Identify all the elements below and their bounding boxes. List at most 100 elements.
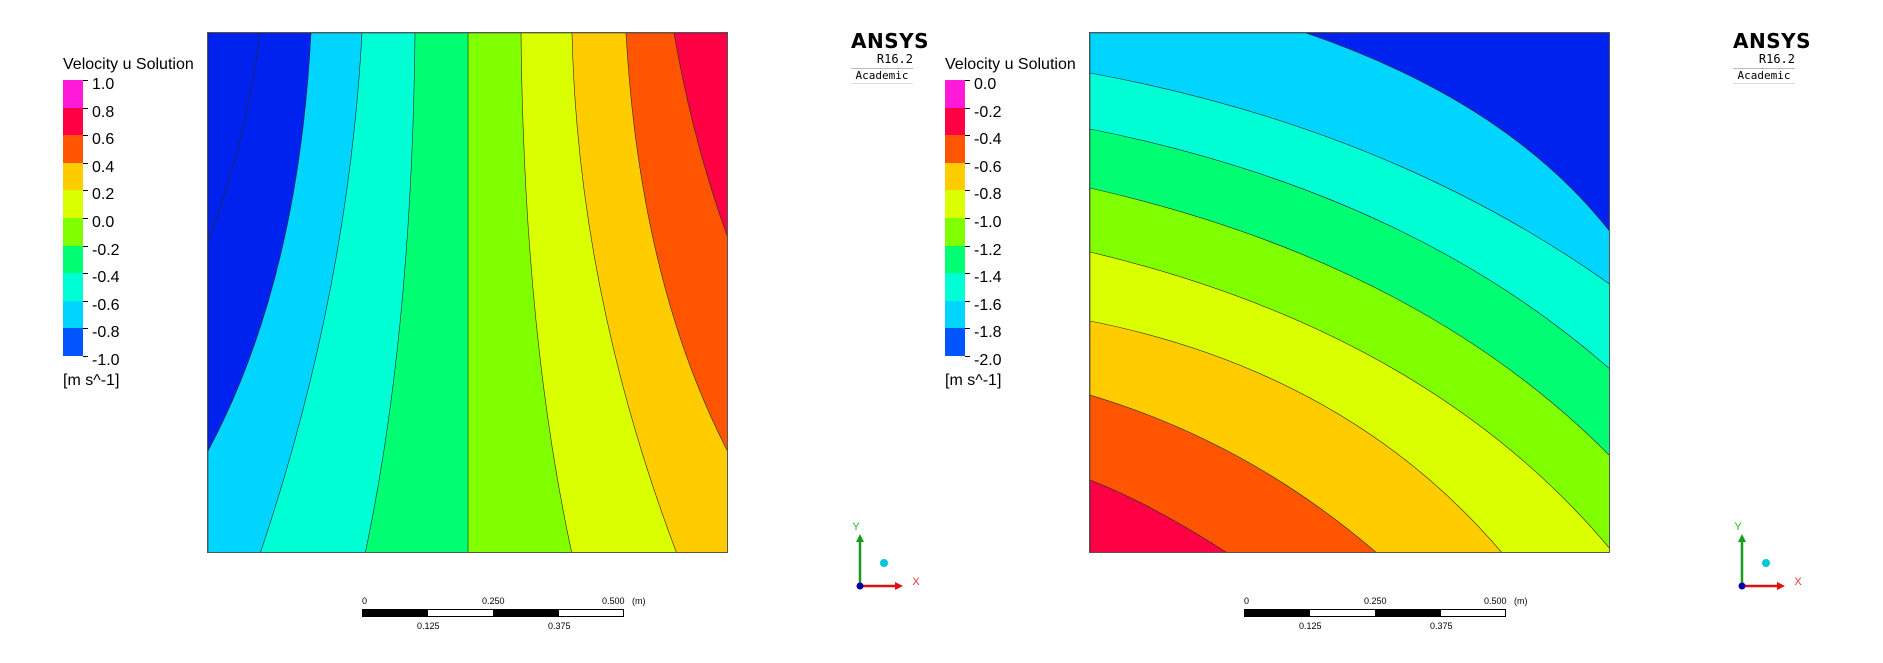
legend-tick-mark [965, 356, 970, 357]
legend-tick-mark [83, 190, 88, 192]
legend-swatch [63, 135, 83, 163]
axis-origin [856, 582, 864, 590]
legend-tick-label: 1.0 [92, 76, 115, 93]
scale-bar-graphic [362, 609, 624, 617]
legend-swatch [63, 190, 83, 218]
legend-tick-label: -1.6 [974, 296, 1002, 314]
legend-tick-label: -1.0 [92, 352, 120, 369]
scale-label: 0.125 [417, 621, 440, 631]
logo-version: R16.2 [1758, 52, 1795, 66]
axis-y-label: Y [852, 521, 860, 533]
legend-swatch [945, 328, 965, 356]
legend-swatch [63, 217, 83, 246]
contour-band [208, 33, 261, 242]
view-direction-marker [880, 559, 888, 567]
axis-triad[interactable]: Y X [1732, 520, 1812, 590]
legend-swatch [63, 162, 83, 191]
scale-bar: 0 0.250 0.500 (m) 0.125 0.375 [1244, 596, 1544, 656]
legend-tick-label: 0.0 [92, 214, 115, 231]
scale-unit: (m) [1514, 596, 1528, 606]
legend-swatch [945, 245, 965, 274]
legend-swatch [945, 190, 965, 218]
legend-tick-mark [83, 245, 88, 247]
legend-units: [m s^-1] [63, 372, 120, 389]
scale-label: 0.500 [602, 596, 625, 606]
scale-label: 0 [1244, 596, 1250, 606]
legend-tick-label: 0.4 [92, 158, 115, 176]
axis-y-arrow [1738, 534, 1746, 542]
left-panel: Velocity u Solution 1.0 0.8 0.6 0.4 0.2 … [0, 0, 941, 663]
legend-tick-label: -0.2 [974, 103, 1002, 121]
legend-tick-mark [965, 273, 970, 275]
legend-swatch [945, 107, 965, 136]
scale-unit: (m) [632, 596, 646, 606]
legend-title: Velocity u Solution [63, 56, 194, 73]
legend-tick-label: -0.6 [974, 158, 1002, 176]
legend-tick-mark [83, 300, 88, 302]
ansys-logo: ANSYS R16.2 Academic [1733, 30, 1811, 84]
legend-tick-mark [83, 107, 88, 109]
contour-plot[interactable] [1089, 32, 1610, 553]
legend-tick-label: 0.6 [92, 131, 115, 149]
view-direction-marker [1762, 559, 1770, 567]
scale-bar-graphic [1244, 609, 1506, 617]
legend-swatch [63, 107, 83, 136]
scale-label: 0.250 [1364, 596, 1387, 606]
scale-label: 0.500 [1484, 596, 1507, 606]
legend-tick-mark [965, 190, 970, 192]
contour-plot-svg [208, 33, 727, 552]
contour-band [1305, 33, 1609, 231]
legend-colorbar [945, 80, 965, 356]
logo-edition: Academic [851, 68, 913, 84]
legend-tick-label: -0.4 [92, 269, 120, 287]
legend-tick-mark [83, 218, 88, 219]
legend-tick-label: -1.4 [974, 269, 1002, 287]
legend-tick-mark [965, 135, 970, 137]
scale-label: 0.250 [482, 596, 505, 606]
legend-tick-label: -0.8 [974, 186, 1002, 204]
contour-plot[interactable] [207, 32, 728, 553]
logo-name: ANSYS [851, 29, 930, 53]
legend-swatch [945, 162, 965, 191]
axis-triad[interactable]: Y X [850, 520, 930, 590]
scale-bar: 0 0.250 0.500 (m) 0.125 0.375 [362, 596, 662, 656]
legend-tick-mark [965, 80, 970, 81]
legend-tick-mark [965, 328, 970, 330]
legend-swatch [945, 273, 965, 301]
scale-label: 0.375 [548, 621, 571, 631]
legend-colorbar [63, 80, 83, 356]
legend-tick-mark [83, 356, 88, 357]
axis-x-label: X [1794, 576, 1802, 588]
legend-tick-mark [83, 162, 88, 164]
legend-tick-label: -2.0 [974, 352, 1002, 369]
legend-swatch [63, 300, 83, 329]
legend-tick-mark [83, 273, 88, 275]
legend-tick-label: -1.0 [974, 214, 1002, 231]
legend-swatch [63, 80, 83, 108]
legend-tick-mark [965, 162, 970, 164]
axis-x-label: X [912, 576, 920, 588]
legend-units: [m s^-1] [945, 372, 1002, 389]
axis-x-arrow [895, 582, 903, 590]
legend-tick-label: -0.8 [92, 324, 120, 342]
contour-plot-svg [1090, 33, 1609, 552]
scale-label: 0.375 [1430, 621, 1453, 631]
right-panel: Velocity u Solution 0.0 -0.2 -0.4 -0.6 -… [882, 0, 1823, 663]
legend-tick-mark [83, 80, 88, 81]
legend-tick-label: 0.2 [92, 186, 115, 204]
legend-tick-mark [83, 328, 88, 330]
legend-tick-label: 0.8 [92, 103, 115, 121]
legend-title: Velocity u Solution [945, 56, 1076, 73]
logo-edition: Academic [1733, 68, 1795, 84]
legend-swatch [945, 300, 965, 329]
scale-label: 0.125 [1299, 621, 1322, 631]
legend-swatch [63, 273, 83, 301]
ansys-logo: ANSYS R16.2 Academic [851, 29, 930, 84]
legend-swatch [63, 328, 83, 356]
axis-x-arrow [1777, 582, 1785, 590]
axis-y-label: Y [1734, 521, 1742, 533]
legend-tick-label: -1.2 [974, 241, 1002, 259]
legend-tick-mark [83, 135, 88, 137]
legend-tick-mark [965, 107, 970, 109]
legend-tick-mark [965, 300, 970, 302]
